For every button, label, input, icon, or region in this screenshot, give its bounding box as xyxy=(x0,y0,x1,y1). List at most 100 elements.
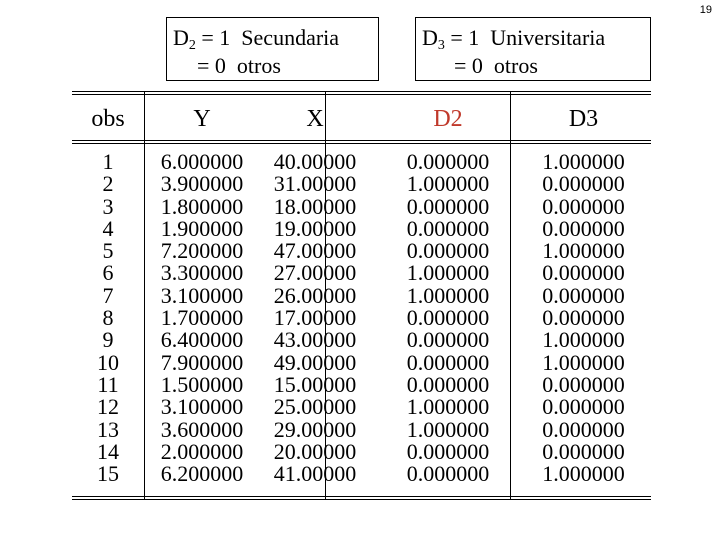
table-cell-x: 25.00000 xyxy=(273,394,357,420)
table-cell-x: 17.00000 xyxy=(273,305,357,331)
column-d2: 0.000000 1.000000 0.000000 0.000000 0.000000… xyxy=(385,149,511,487)
table-cell-d2: 1.000000 xyxy=(406,394,490,420)
table-cell-x: 47.00000 xyxy=(273,238,357,264)
legend-box-d3: D3 = 1 Universitaria = 0 otros xyxy=(415,17,651,81)
table-cell-obs: 11 xyxy=(97,371,119,397)
table-cell-d2: 0.000000 xyxy=(406,438,490,464)
table-cell-x: 15.00000 xyxy=(273,371,357,397)
legend-d2-eq1: = 1 Secundaria xyxy=(195,25,340,50)
legend-d3-var: D xyxy=(422,25,438,50)
column-divider xyxy=(510,91,511,500)
legend-d2-var: D xyxy=(173,25,189,50)
table-cell-d2: 0.000000 xyxy=(406,305,490,331)
header-x: X xyxy=(306,106,324,132)
header-d3: D3 xyxy=(568,106,599,132)
table-cell-obs: 10 xyxy=(97,349,119,375)
legend-d3-eq1: = 1 Universitaria xyxy=(444,25,606,50)
table-cell-x: 49.00000 xyxy=(273,349,357,375)
page-number: 19 xyxy=(699,4,712,16)
table-header-rule xyxy=(72,140,651,144)
table-cell-d2: 0.000000 xyxy=(406,349,490,375)
table-cell-obs: 14 xyxy=(97,438,119,464)
header-obs: obs xyxy=(91,106,125,132)
table-cell-d2: 0.000000 xyxy=(406,461,490,487)
table-cell-d3: 1.000000 xyxy=(542,327,625,353)
header-d2: D2 xyxy=(433,106,463,132)
table-cell-y: 1.800000 xyxy=(160,193,244,219)
table-cell-d3: 0.000000 xyxy=(542,371,625,397)
table-cell-x: 29.00000 xyxy=(273,416,357,442)
table-cell-d3: 1.000000 xyxy=(542,238,625,264)
table-cell-d3: 0.000000 xyxy=(542,260,625,286)
table-cell-x: 27.00000 xyxy=(273,260,357,286)
column-obs: 1 2 3 4 5 6 7 8 9 10 11 12 13 14 15 xyxy=(72,149,144,487)
table-cell-d3: 0.000000 xyxy=(542,282,625,308)
table-bottom-rule xyxy=(72,496,651,500)
table-cell-d2: 1.000000 xyxy=(406,416,490,442)
table-cell-d3: 0.000000 xyxy=(542,416,625,442)
table-cell-y: 1.700000 xyxy=(160,305,244,331)
column-x: 40.00000 31.00000 18.00000 19.00000 47.00000… xyxy=(262,149,368,487)
table-cell-obs: 1 xyxy=(102,149,114,174)
table-cell-obs: 15 xyxy=(97,461,119,487)
table-cell-obs: 12 xyxy=(97,394,119,420)
table-cell-obs: 5 xyxy=(102,238,114,264)
table-cell-y: 6.000000 xyxy=(160,149,244,174)
table-cell-y: 3.300000 xyxy=(160,260,244,286)
column-y: 6.000000 3.900000 1.800000 1.900000 7.200000… xyxy=(144,149,260,487)
table-cell-obs: 3 xyxy=(102,193,114,219)
legend-d3-sub: 3 xyxy=(437,38,445,53)
table-cell-d3: 0.000000 xyxy=(542,305,625,331)
table-cell-x: 19.00000 xyxy=(273,215,357,241)
table-top-rule xyxy=(72,91,651,95)
column-divider xyxy=(144,91,145,500)
table-cell-obs: 4 xyxy=(102,215,114,241)
table-cell-obs: 9 xyxy=(102,327,114,353)
table-cell-d2: 1.000000 xyxy=(406,260,490,286)
table-cell-x: 31.00000 xyxy=(273,171,357,197)
legend-box-d2: D2 = 1 Secundaria = 0 otros xyxy=(166,17,379,81)
table-cell-y: 2.000000 xyxy=(160,438,244,464)
table-cell-y: 3.100000 xyxy=(160,282,244,308)
table-cell-d3: 1.000000 xyxy=(542,349,625,375)
table-cell-y: 7.200000 xyxy=(160,238,244,264)
table-cell-x: 20.00000 xyxy=(273,438,357,464)
table-cell-obs: 13 xyxy=(97,416,119,442)
table-cell-x: 18.00000 xyxy=(273,193,357,219)
table-cell-d3: 1.000000 xyxy=(542,149,625,174)
table-cell-d2: 0.000000 xyxy=(406,149,490,174)
table-cell-y: 3.100000 xyxy=(160,394,244,420)
table-cell-d3: 0.000000 xyxy=(542,171,625,197)
legend-d3-line2: = 0 otros xyxy=(454,53,538,78)
table-cell-d2: 1.000000 xyxy=(406,282,490,308)
table-cell-d2: 0.000000 xyxy=(406,238,490,264)
table-cell-d2: 0.000000 xyxy=(406,327,490,353)
table-cell-y: 1.900000 xyxy=(160,215,244,241)
column-d3: 1.000000 0.000000 0.000000 0.000000 1.000000… xyxy=(516,149,651,487)
table-cell-d3: 0.000000 xyxy=(542,193,625,219)
table-cell-obs: 7 xyxy=(102,282,114,308)
table-cell-d2: 0.000000 xyxy=(406,215,490,241)
legend-d2-line2: = 0 otros xyxy=(197,53,281,78)
legend-d2-line1: D2 = 1 Secundaria xyxy=(167,24,378,53)
table-cell-obs: 6 xyxy=(102,260,114,286)
table-cell-y: 6.400000 xyxy=(160,327,244,353)
table-cell-d2: 0.000000 xyxy=(406,371,490,397)
table-cell-d3: 1.000000 xyxy=(542,461,625,487)
table-cell-y: 3.600000 xyxy=(160,416,244,442)
table-cell-y: 7.900000 xyxy=(160,349,244,375)
table-cell-d2: 1.000000 xyxy=(406,171,490,197)
table-cell-d3: 0.000000 xyxy=(542,438,625,464)
table-cell-x: 26.00000 xyxy=(273,282,357,308)
table-cell-d2: 0.000000 xyxy=(406,193,490,219)
table-cell-y: 3.900000 xyxy=(160,171,244,197)
table-cell-obs: 2 xyxy=(102,171,114,197)
table-cell-x: 40.00000 xyxy=(273,149,357,174)
legend-d3-line1: D3 = 1 Universitaria xyxy=(416,24,650,53)
table-cell-y: 1.500000 xyxy=(160,371,244,397)
table-cell-d3: 0.000000 xyxy=(542,215,625,241)
table-cell-y: 6.200000 xyxy=(160,461,244,487)
table-cell-obs: 8 xyxy=(102,305,114,331)
header-y: Y xyxy=(193,106,211,132)
table-cell-x: 41.00000 xyxy=(273,461,357,487)
